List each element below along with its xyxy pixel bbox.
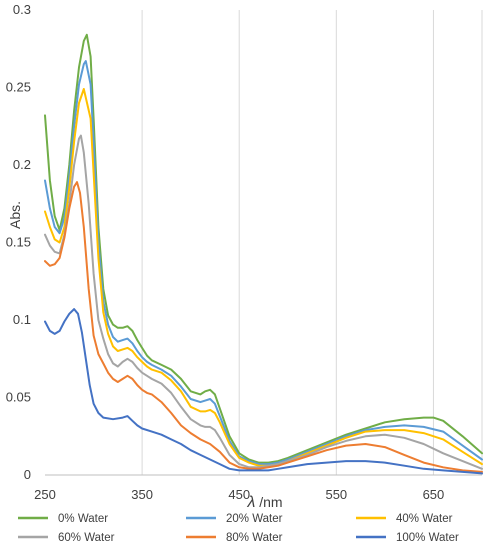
x-tick-label: 250 bbox=[34, 487, 56, 502]
grid-lines bbox=[141, 10, 483, 475]
x-tick-label: 350 bbox=[131, 487, 153, 502]
y-tick-label: 0.3 bbox=[13, 2, 31, 17]
series-line bbox=[44, 181, 483, 473]
series-line bbox=[44, 33, 483, 464]
series-line bbox=[44, 60, 483, 466]
x-tick-label: 450 bbox=[228, 487, 250, 502]
series-layer bbox=[44, 33, 483, 475]
y-tick-label: 0.2 bbox=[13, 157, 31, 172]
x-axis-label-unit: /nm bbox=[259, 494, 282, 510]
x-axis-ticks: 250 350 450 550 650 bbox=[34, 487, 444, 502]
x-axis-label: λ /nm bbox=[246, 494, 282, 511]
y-tick-label: 0.15 bbox=[6, 235, 31, 250]
legend-label: 20% Water bbox=[226, 513, 283, 525]
legend-label: 40% Water bbox=[396, 513, 453, 525]
y-tick-label: 0 bbox=[24, 467, 31, 482]
y-axis-ticks: 0 0.05 0.1 0.15 0.2 0.25 0.3 bbox=[6, 2, 31, 482]
x-axis-label-symbol: λ bbox=[246, 494, 255, 511]
y-tick-label: 0.1 bbox=[13, 312, 31, 327]
y-tick-label: 0.05 bbox=[6, 390, 31, 405]
legend-label: 0% Water bbox=[58, 513, 108, 525]
legend-label: 80% Water bbox=[226, 532, 283, 544]
series-line bbox=[44, 308, 483, 475]
x-tick-label: 550 bbox=[325, 487, 347, 502]
x-tick-label: 650 bbox=[423, 487, 445, 502]
series-line bbox=[44, 134, 483, 470]
legend-label: 100% Water bbox=[396, 532, 459, 544]
legend-label: 60% Water bbox=[58, 532, 115, 544]
series-line bbox=[44, 88, 483, 467]
y-tick-label: 0.25 bbox=[6, 80, 31, 95]
legend: 0% Water 20% Water 40% Water 60% Water 80% W… bbox=[18, 513, 459, 544]
y-axis-label: Abs. bbox=[7, 201, 23, 229]
